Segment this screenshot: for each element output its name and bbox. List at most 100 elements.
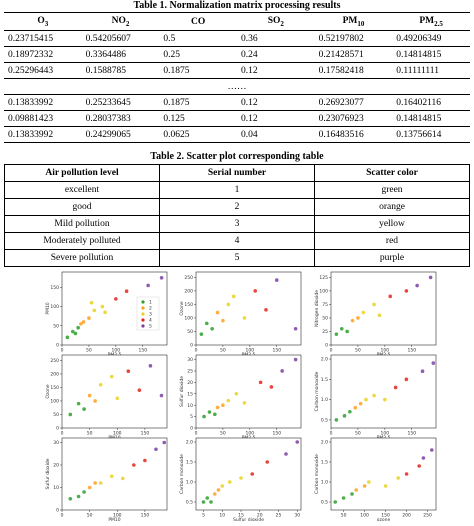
y-tick-label: 150 <box>50 285 59 291</box>
y-tick-label: 2.0 <box>186 440 193 446</box>
point <box>215 310 220 315</box>
plot-frame <box>195 437 302 511</box>
point <box>231 294 236 299</box>
point <box>98 481 103 485</box>
point <box>92 308 97 313</box>
x-tick-label: 50 <box>86 348 92 354</box>
point <box>207 410 212 414</box>
plot-frame <box>195 354 302 429</box>
table-title: Table 1. Normalization matrix processing… <box>133 0 341 11</box>
cell: 2 <box>159 198 315 216</box>
header-row: O3 NO2 CO SO2 PM10 PM2.5 <box>4 12 470 31</box>
y-axis-label: Carbon monoxide <box>314 371 320 411</box>
x-tick-label: 20 <box>257 513 263 519</box>
x-tick-label: 100 <box>112 348 121 354</box>
y-tick-label: 30 <box>187 357 193 363</box>
header-subscript: 2 <box>125 19 130 28</box>
plot-frame <box>195 271 302 346</box>
cell: yellow <box>314 215 470 233</box>
row: good 2 orange <box>4 198 470 216</box>
y-axis-label: Ozone <box>179 301 185 316</box>
point <box>226 398 231 403</box>
x-tick-label: 10 <box>219 513 225 519</box>
point <box>362 484 367 488</box>
cell: orange <box>314 198 470 216</box>
y-axis-label: PM10 <box>45 302 51 314</box>
point <box>250 472 255 476</box>
x-tick-label: 150 <box>407 431 416 437</box>
x-axis-label: PM10 <box>108 517 120 523</box>
y-tick-label: 10 <box>187 403 193 409</box>
x-tick-label: 250 <box>423 513 432 519</box>
x-tick-label: 100 <box>113 513 122 519</box>
y-tick-label: 1.0 <box>321 480 328 486</box>
point <box>361 310 366 315</box>
point <box>215 405 220 410</box>
point <box>132 463 136 467</box>
cell: red <box>314 232 470 250</box>
x-tick-label: 50 <box>220 431 226 437</box>
point <box>100 304 105 309</box>
point <box>79 322 83 326</box>
point <box>124 289 129 294</box>
point <box>227 480 232 484</box>
point <box>383 484 388 488</box>
point <box>393 385 398 390</box>
x-tick-label: 50 <box>341 513 347 519</box>
point <box>87 393 92 398</box>
point <box>284 452 288 456</box>
row: Mild pollution 3 yellow <box>4 215 470 233</box>
x-tick-label: 50 <box>355 431 361 437</box>
point <box>199 332 204 336</box>
point <box>205 496 210 500</box>
point <box>126 369 131 374</box>
x-tick-label: 5 <box>202 513 205 519</box>
y-tick-label: 1.0 <box>321 397 328 403</box>
cell: 0.12 <box>236 110 315 127</box>
y-tick-label: 25 <box>187 369 193 375</box>
x-tick-label: 50 <box>355 348 361 354</box>
y-tick-label: 0 <box>190 426 193 432</box>
point <box>420 369 425 374</box>
row: 0.23715415 0.54205607 0.5 0.36 0.52197802 0.4… <box>4 30 470 47</box>
y-tick-label: 100 <box>184 316 193 322</box>
cell: 0.16402116 <box>392 94 470 111</box>
point <box>81 320 86 324</box>
y-tick-label: 50 <box>53 323 59 329</box>
point <box>201 500 206 504</box>
cell: 3 <box>159 215 315 233</box>
y-tick-label: 200 <box>184 289 193 295</box>
cell: 0.23076923 <box>314 110 393 127</box>
x-tick-label: 150 <box>138 348 147 354</box>
point <box>93 399 97 403</box>
point <box>242 401 247 405</box>
x-tick-label: 200 <box>402 513 411 519</box>
ellipsis: …… <box>4 78 470 95</box>
point <box>234 391 239 396</box>
point <box>372 393 376 398</box>
cell: 0.13756614 <box>392 126 470 143</box>
header-cell: PM2.5 <box>392 12 470 31</box>
x-tick-label: 0 <box>195 348 198 354</box>
y-tick-label: 0 <box>325 343 328 349</box>
point <box>415 283 419 288</box>
point <box>396 476 401 480</box>
point <box>204 321 209 326</box>
cell: 0.17582418 <box>314 62 393 79</box>
point <box>388 294 393 299</box>
point <box>428 275 433 280</box>
header-cell: Serial number <box>159 164 315 182</box>
point <box>280 369 284 373</box>
y-tick-label: 50 <box>53 412 59 418</box>
y-axis-label: Sulfur dioxide <box>179 376 185 407</box>
point <box>76 494 81 499</box>
y-tick-label: 50 <box>187 329 193 335</box>
point <box>342 414 347 418</box>
point <box>354 488 359 492</box>
point <box>367 480 371 484</box>
cell: 0.24 <box>236 46 315 63</box>
cell: 0.0625 <box>159 126 237 143</box>
y-tick-label: 0 <box>56 343 59 349</box>
x-tick-label: 30 <box>294 513 300 519</box>
point <box>334 418 339 422</box>
